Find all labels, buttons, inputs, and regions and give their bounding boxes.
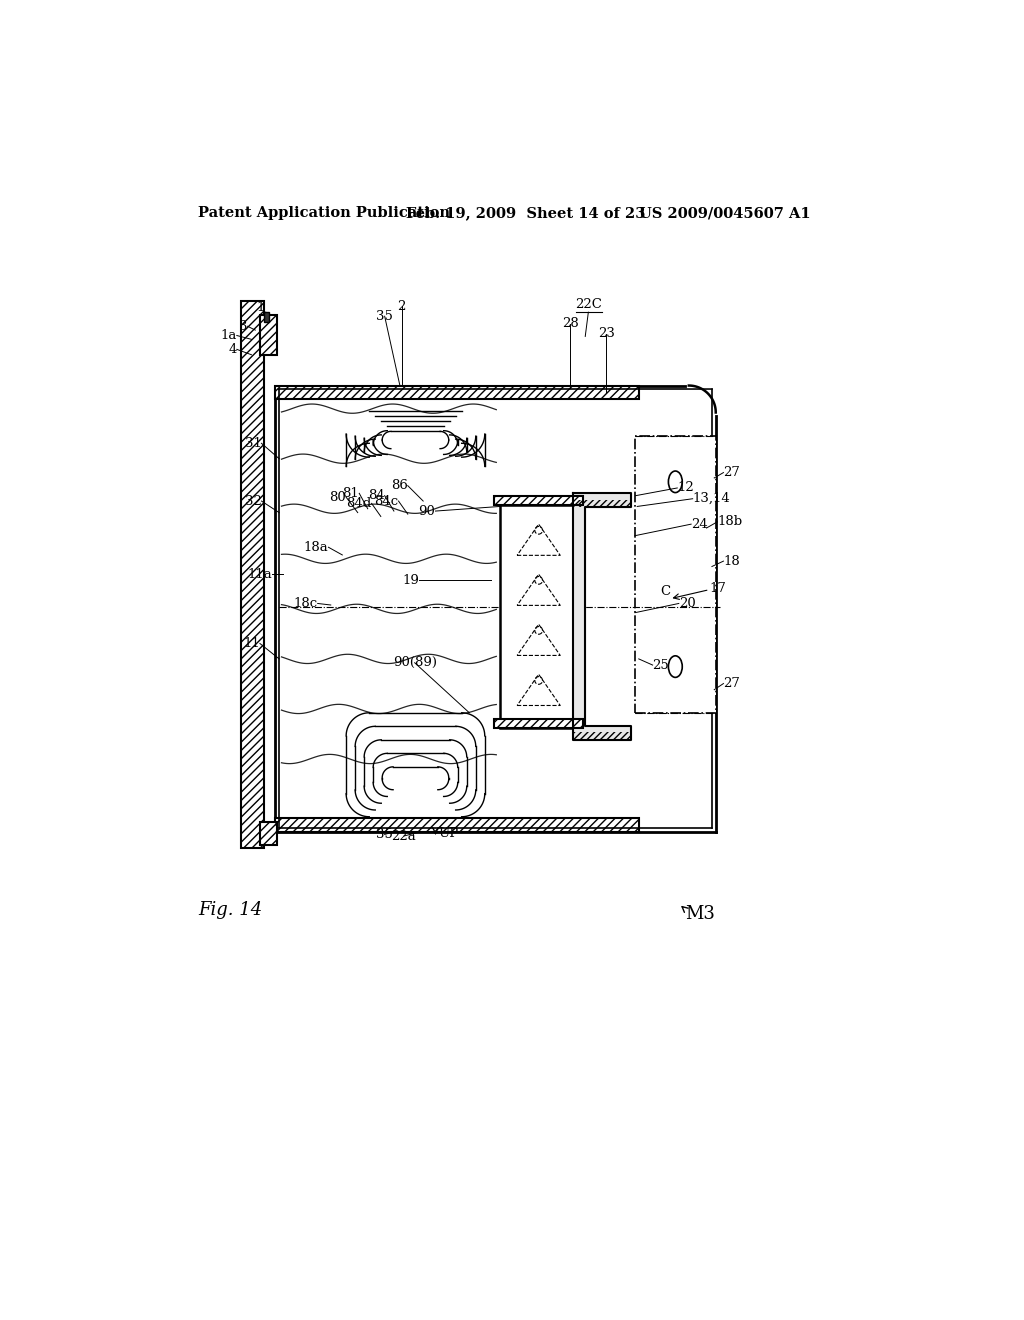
Bar	[260, 822, 276, 845]
Text: 80: 80	[330, 491, 346, 504]
Text: 19: 19	[402, 574, 419, 587]
Text: 20: 20	[679, 597, 695, 610]
Bar	[264, 313, 269, 322]
Text: 81: 81	[342, 487, 359, 500]
Text: 28: 28	[562, 317, 579, 330]
Bar	[635, 436, 716, 713]
Text: 35: 35	[376, 310, 393, 323]
Bar	[500, 506, 578, 729]
Bar	[573, 499, 631, 507]
Text: 84c: 84c	[375, 495, 398, 508]
Bar	[241, 301, 264, 847]
Text: 1a: 1a	[220, 329, 237, 342]
Text: 27: 27	[724, 677, 740, 690]
Text: 86: 86	[391, 479, 408, 492]
Bar	[260, 314, 276, 355]
Bar	[494, 496, 584, 506]
Text: 24: 24	[691, 517, 708, 531]
Text: 90: 90	[419, 504, 435, 517]
Text: 12: 12	[677, 482, 694, 495]
Ellipse shape	[669, 656, 682, 677]
Ellipse shape	[669, 471, 682, 492]
Bar	[494, 719, 584, 729]
Bar	[275, 385, 639, 400]
Text: 11a: 11a	[248, 568, 272, 581]
Polygon shape	[573, 494, 631, 739]
Text: UP: UP	[438, 828, 459, 841]
Text: 84d: 84d	[346, 496, 372, 510]
Text: Feb. 19, 2009  Sheet 14 of 23: Feb. 19, 2009 Sheet 14 of 23	[407, 206, 645, 220]
Text: C: C	[660, 585, 671, 598]
Text: 32: 32	[245, 495, 261, 508]
Text: 35: 35	[376, 828, 393, 841]
Text: 2: 2	[397, 300, 406, 313]
Bar	[275, 818, 639, 832]
Text: 1: 1	[257, 301, 265, 314]
Text: 17: 17	[710, 582, 726, 594]
Text: 18a: 18a	[304, 541, 329, 554]
Text: 27: 27	[724, 466, 740, 479]
Bar	[260, 314, 276, 355]
Text: 22a: 22a	[391, 829, 417, 842]
Text: 18: 18	[724, 554, 740, 568]
Text: 25: 25	[652, 659, 670, 672]
Text: 11: 11	[243, 638, 260, 649]
Text: M3: M3	[685, 906, 715, 923]
Bar	[275, 818, 639, 832]
Text: 3: 3	[239, 319, 248, 333]
Bar	[494, 719, 584, 729]
Bar	[275, 385, 639, 400]
Bar	[494, 496, 584, 506]
Text: US 2009/0045607 A1: US 2009/0045607 A1	[639, 206, 810, 220]
Bar	[260, 822, 276, 845]
Text: 18c: 18c	[294, 597, 317, 610]
Text: Fig. 14: Fig. 14	[199, 902, 262, 920]
Bar	[241, 301, 264, 847]
Text: 13,14: 13,14	[692, 492, 730, 506]
Text: 4: 4	[228, 343, 237, 356]
Text: 18b: 18b	[717, 515, 742, 528]
Text: 23: 23	[598, 327, 614, 341]
Text: 84: 84	[368, 490, 385, 502]
Bar	[573, 733, 631, 739]
Text: 22C: 22C	[575, 298, 602, 312]
Text: Patent Application Publication: Patent Application Publication	[199, 206, 451, 220]
Text: 31: 31	[245, 437, 261, 450]
Text: 90(89): 90(89)	[392, 656, 436, 669]
